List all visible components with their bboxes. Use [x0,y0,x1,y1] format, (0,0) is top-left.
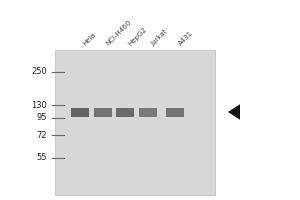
Bar [55,50,215,195]
Text: HepG2: HepG2 [127,26,148,47]
Text: 72: 72 [36,130,47,140]
Text: 95: 95 [37,114,47,122]
Text: 130: 130 [31,100,47,110]
Bar [139,108,157,116]
Bar [116,108,134,116]
Bar [94,108,112,116]
Text: Jurkat: Jurkat [150,28,169,47]
Text: Hela: Hela [82,32,98,47]
Text: A431: A431 [177,30,194,47]
Text: 55: 55 [37,154,47,162]
Text: 250: 250 [31,68,47,76]
Text: NCI-H460: NCI-H460 [105,19,133,47]
Bar [71,108,89,116]
Polygon shape [228,104,240,120]
Bar [166,108,184,116]
